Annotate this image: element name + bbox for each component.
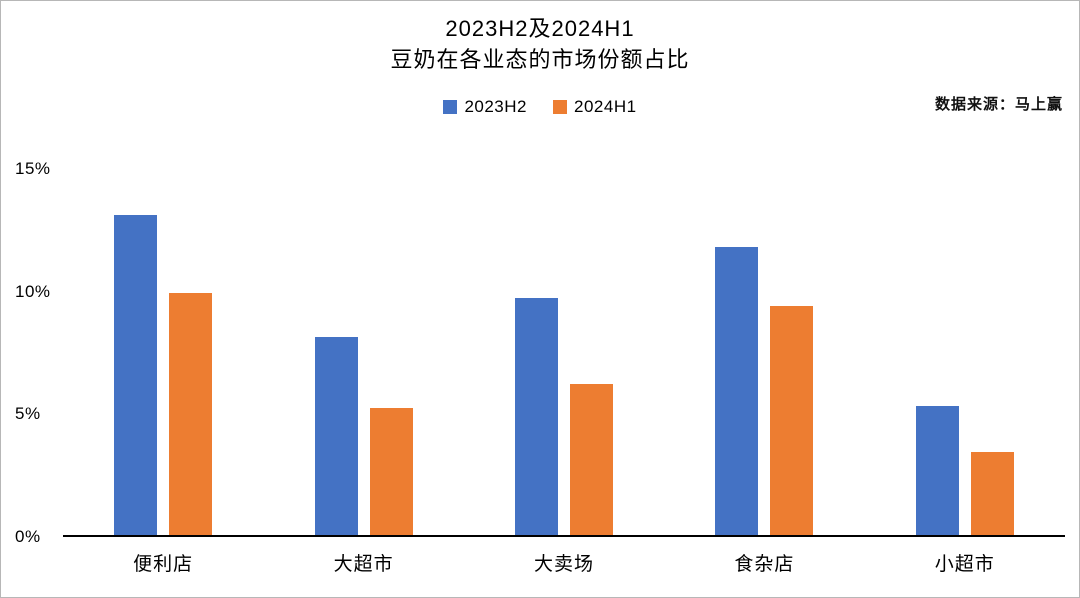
y-tick-10%: 10% [15,281,51,301]
legend-swatch-2023h2 [443,100,458,114]
x-label-大卖场: 大卖场 [533,554,594,575]
x-label-便利店: 便利店 [133,554,194,575]
data-source-note: 数据来源：马上赢 [934,97,1063,113]
bar-2024H1-大卖场 [569,383,613,535]
bar-group-大卖场 [514,169,613,535]
y-tick-0%: 0% [15,527,41,546]
bar-2024H1-食杂店 [770,305,814,535]
x-label-小超市: 小超市 [934,554,995,575]
bar-2023H2-便利店 [114,215,158,535]
bar-group-便利店 [114,169,213,535]
bar-group-小超市 [915,169,1014,535]
y-tick-15%: 15% [15,159,51,178]
legend-label-2024h1: 2024H1 [574,97,637,116]
bar-group-食杂店 [715,169,814,535]
x-label-大超市: 大超市 [333,554,394,575]
bar-2024H1-便利店 [169,293,213,535]
chart-title: 2023H2及2024H1 豆奶在各业态的市场份额占比 [1,1,1079,75]
bar-2023H2-食杂店 [715,247,759,535]
bar-2024H1-小超市 [970,452,1014,535]
legend-swatch-2024h1 [553,100,567,114]
bar-2023H2-小超市 [915,405,959,535]
chart-title-line2: 豆奶在各业态的市场份额占比 [390,47,690,72]
bar-2023H2-大卖场 [514,298,558,535]
y-axis: 0% 5% 10% 15% [1,159,63,546]
legend-item-2024h1: 2024H1 [553,97,637,117]
legend: 2023H2 2024H1 [1,97,1079,117]
plot-area [63,169,1065,537]
x-axis-labels: 便利店 大超市 大卖场 食杂店 小超市 [63,549,1065,576]
legend-label-2023h2: 2023H2 [464,97,527,116]
x-label-食杂店: 食杂店 [734,554,795,575]
bar-2023H2-大超市 [314,337,358,535]
y-tick-5%: 5% [15,404,41,424]
chart-area: 0% 5% 10% 15% [1,159,1065,546]
chart-title-line1: 2023H2及2024H1 [445,16,635,41]
bar-group-大超市 [314,169,413,535]
bar-2024H1-大超市 [369,408,413,535]
legend-item-2023h2: 2023H2 [443,97,527,117]
